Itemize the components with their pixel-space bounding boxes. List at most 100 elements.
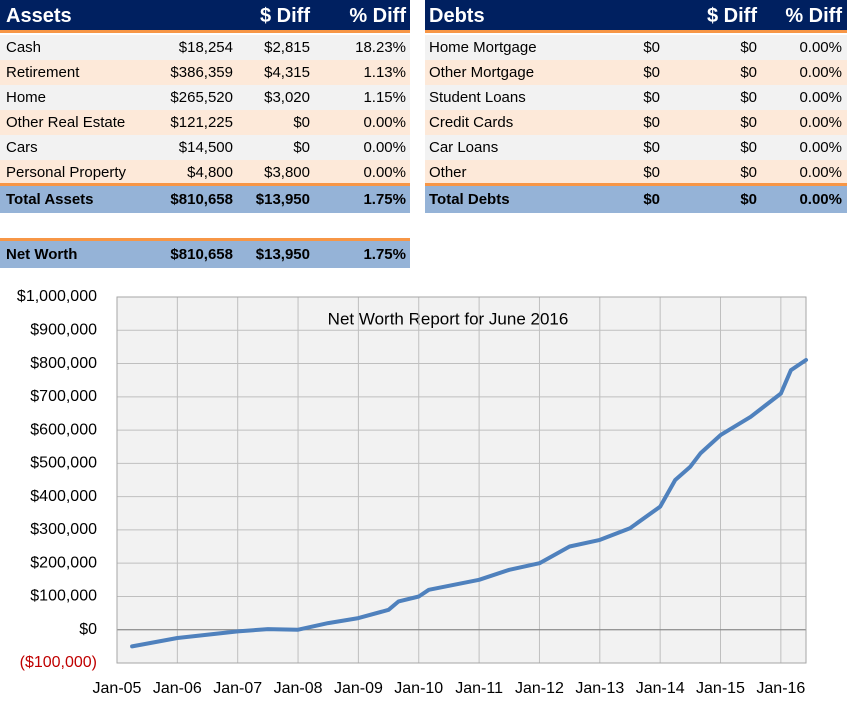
x-tick-label: Jan-11 <box>455 680 503 697</box>
total-cell: $810,658 <box>170 246 233 263</box>
cell: $14,500 <box>178 139 233 156</box>
y-tick-label: $500,000 <box>30 455 97 472</box>
x-tick-label: Jan-06 <box>153 680 202 697</box>
cell: $4,800 <box>187 164 233 181</box>
cell: 1.13% <box>363 64 406 81</box>
chart-title: Net Worth Report for June 2016 <box>328 309 569 328</box>
total-cell: Net Worth <box>6 246 78 263</box>
total-cell: $810,658 <box>170 191 233 208</box>
cell: Cars <box>6 139 38 156</box>
cell: $0 <box>643 139 660 156</box>
cell: $0 <box>293 114 310 131</box>
row-bg <box>0 85 410 110</box>
header-cell: % Diff <box>785 5 842 27</box>
total-line <box>425 183 847 186</box>
header-line <box>425 30 847 33</box>
cell: 0.00% <box>799 114 842 131</box>
cell: 0.00% <box>799 164 842 181</box>
x-tick-label: Jan-08 <box>274 680 323 697</box>
row-bg <box>0 110 410 135</box>
cell: Home <box>6 89 47 106</box>
total-cell: $13,950 <box>255 191 310 208</box>
cell: 18.23% <box>355 39 406 56</box>
x-tick-label: Jan-07 <box>213 680 262 697</box>
plot-area <box>117 297 806 663</box>
y-tick-label: $800,000 <box>30 355 97 372</box>
header-cell: Assets <box>6 5 72 27</box>
row-bg <box>425 85 847 110</box>
cell: $2,815 <box>264 39 310 56</box>
header-line <box>0 30 410 33</box>
cell: $121,225 <box>170 114 233 131</box>
cell: Home Mortgage <box>429 39 537 56</box>
total-line <box>0 238 410 241</box>
total-cell: $13,950 <box>255 246 310 263</box>
y-tick-label: $100,000 <box>30 588 97 605</box>
y-tick-label: $200,000 <box>30 554 97 571</box>
cell: $0 <box>740 39 757 56</box>
cell: $0 <box>740 164 757 181</box>
total-cell: Total Debts <box>429 191 510 208</box>
cell: $0 <box>643 39 660 56</box>
header-bg <box>425 0 847 30</box>
x-tick-label: Jan-14 <box>636 680 685 697</box>
cell: Other Mortgage <box>429 64 535 81</box>
total-cell: 1.75% <box>363 246 406 263</box>
y-tick-label: $400,000 <box>30 488 97 505</box>
row-bg <box>425 60 847 85</box>
cell: $386,359 <box>170 64 233 81</box>
total-cell: $0 <box>740 191 757 208</box>
cell: $0 <box>643 64 660 81</box>
row-bg <box>0 60 410 85</box>
x-tick-label: Jan-15 <box>696 680 745 697</box>
header-cell: $ Diff <box>707 5 757 27</box>
header-cell: % Diff <box>349 5 406 27</box>
y-tick-label: $1,000,000 <box>17 288 97 305</box>
plot-border <box>116 296 807 664</box>
x-tick-label: Jan-12 <box>515 680 564 697</box>
cell: 0.00% <box>363 164 406 181</box>
cell: 0.00% <box>799 39 842 56</box>
total-bg <box>0 241 410 268</box>
cell: Car Loans <box>429 139 499 156</box>
x-tick-label: Jan-09 <box>334 680 383 697</box>
cell: $4,315 <box>264 64 310 81</box>
y-tick-label: $300,000 <box>30 521 97 538</box>
row-bg <box>425 35 847 60</box>
cell: $0 <box>293 139 310 156</box>
y-tick-label: $600,000 <box>30 421 97 438</box>
cell: $0 <box>643 164 660 181</box>
cell: $0 <box>740 64 757 81</box>
x-tick-label: Jan-10 <box>394 680 443 697</box>
y-tick-label: $700,000 <box>30 388 97 405</box>
cell: $0 <box>643 114 660 131</box>
line <box>130 358 808 649</box>
cell: $18,254 <box>178 39 233 56</box>
row-bg <box>0 35 410 60</box>
row-bg <box>425 110 847 135</box>
x-tick-label: Jan-13 <box>575 680 624 697</box>
total-bg <box>0 186 410 213</box>
cell: Retirement <box>6 64 80 81</box>
cell: 0.00% <box>363 114 406 131</box>
row-bg <box>0 160 410 185</box>
cell: Credit Cards <box>429 114 514 131</box>
header-bg <box>0 0 410 30</box>
cell: 0.00% <box>799 139 842 156</box>
cell: $3,800 <box>264 164 310 181</box>
row-bg <box>425 135 847 160</box>
cell: $0 <box>740 114 757 131</box>
cell: Cash <box>6 39 42 56</box>
cell: Student Loans <box>429 89 526 106</box>
cell: 0.00% <box>799 89 842 106</box>
cell: $265,520 <box>170 89 233 106</box>
header-cell: Debts <box>429 5 485 27</box>
cell: $0 <box>740 139 757 156</box>
cell: $0 <box>643 89 660 106</box>
cell: 0.00% <box>363 139 406 156</box>
header-cell: $ Diff <box>260 5 310 27</box>
cell: Personal Property <box>6 164 127 181</box>
x-tick-label: Jan-16 <box>756 680 805 697</box>
